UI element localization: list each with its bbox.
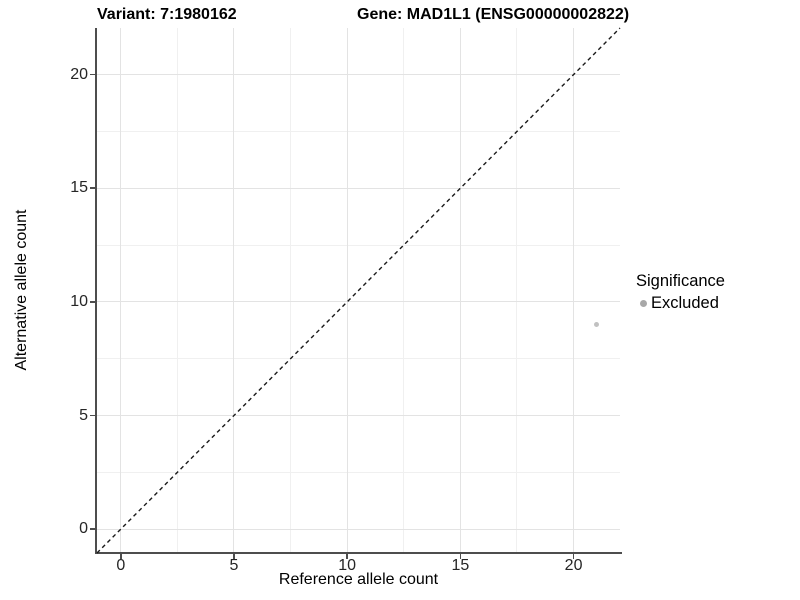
x-gridline-major [573,28,575,553]
y-gridline-minor [97,471,620,473]
y-tick-label: 15 [70,179,88,197]
legend-key-circle-icon [640,300,647,307]
identity-dashed-line [96,27,621,554]
y-tick-mark [90,414,95,417]
y-gridline-minor [97,130,620,132]
y-tick-label: 20 [70,65,88,83]
x-gridline-major [120,28,122,553]
y-gridline-minor [97,358,620,360]
y-gridline-major [97,187,620,189]
legend: Significance Excluded [636,272,725,313]
x-tick-mark [233,554,235,559]
x-tick-mark [346,554,348,559]
x-gridline-minor [516,28,518,553]
x-gridline-major [346,28,348,553]
x-tick-label: 10 [338,557,357,574]
y-tick-label: 10 [70,292,88,310]
x-gridline-minor [290,28,292,553]
x-tick-mark [572,554,575,559]
legend-title: Significance [636,272,725,290]
plot-title-variant: Variant: 7:1980162 [97,6,237,23]
y-gridline-major [97,301,620,303]
y-gridline-major [97,74,620,76]
x-axis-line [95,552,622,554]
x-gridline-major [459,28,461,553]
y-tick-label: 5 [79,406,88,424]
legend-entry-excluded: Excluded [636,294,725,313]
y-gridline-major [97,415,620,416]
x-gridline-major [233,28,235,553]
y-tick-mark [90,301,95,303]
x-tick-mark [120,554,122,559]
legend-entry-label: Excluded [651,294,719,312]
x-tick-label: 0 [116,557,126,574]
y-axis-title: Alternative allele count [13,209,30,371]
y-tick-mark [90,528,95,530]
x-tick-label: 15 [451,557,470,574]
y-gridline-minor [97,244,620,246]
x-axis-title: Reference allele count [278,571,439,588]
x-tick-mark [459,554,462,559]
y-axis-line [95,28,97,554]
data-point [593,322,599,328]
x-tick-label: 20 [564,557,583,574]
y-tick-mark [90,73,95,76]
y-tick-mark [90,187,95,189]
y-tick-label: 0 [79,520,88,538]
x-gridline-minor [176,28,178,553]
plot-title-gene: Gene: MAD1L1 (ENSG00000002822) [357,6,630,23]
y-gridline-major [97,528,620,530]
x-gridline-minor [403,28,405,553]
x-tick-label: 5 [229,557,239,574]
